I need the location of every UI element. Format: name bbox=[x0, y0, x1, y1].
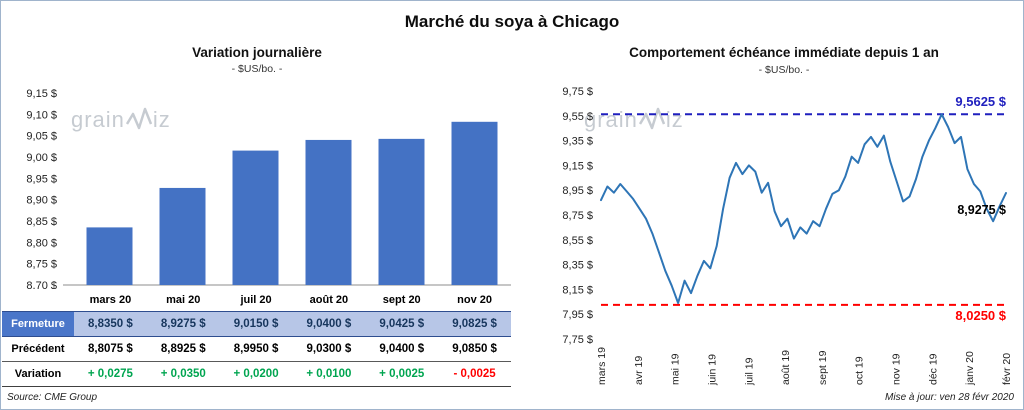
precedent-cell: 8,8075 $ bbox=[88, 342, 133, 355]
variation-cell: + 0,0100 bbox=[306, 367, 352, 380]
line-x-tick-label: août 19 bbox=[780, 350, 792, 385]
grainwiz-watermark: grain iz bbox=[71, 107, 171, 133]
update-note: Mise à jour: ven 28 févr 2020 bbox=[885, 392, 1014, 403]
bar-nov-20 bbox=[451, 121, 498, 285]
bar-y-tick-label: 9,00 $ bbox=[26, 152, 57, 164]
watermark-text-pre: grain bbox=[584, 107, 638, 132]
line-y-tick-label: 9,75 $ bbox=[562, 86, 593, 98]
source-note: Source: CME Group bbox=[7, 392, 98, 403]
variation-cell: + 0,0275 bbox=[87, 367, 133, 380]
left-chart-title: Variation journalière bbox=[192, 45, 322, 60]
column-header-mars20: mars 20 bbox=[89, 293, 132, 306]
page-title: Marché du soya à Chicago bbox=[404, 12, 620, 31]
line-y-tick-label: 9,35 $ bbox=[562, 136, 593, 148]
precedent-cell: 9,0300 $ bbox=[306, 342, 352, 355]
line-y-tick-label: 8,15 $ bbox=[562, 284, 593, 296]
precedent-cell: 9,0400 $ bbox=[379, 342, 425, 355]
line-x-tick-label: sept 19 bbox=[817, 350, 829, 385]
right-chart-title: Comportement échéance immédiate depuis 1… bbox=[629, 45, 939, 60]
bar-y-tick-label: 8,75 $ bbox=[26, 259, 57, 271]
bar-mars-20 bbox=[86, 227, 133, 285]
bar-mai-20 bbox=[159, 187, 206, 285]
grainwiz-pulse-icon bbox=[125, 107, 152, 130]
fermeture-cell: 8,8350 $ bbox=[88, 317, 133, 330]
line-x-tick-label: mars 19 bbox=[596, 347, 608, 385]
column-header-aout20: août 20 bbox=[309, 293, 349, 306]
line-y-tick-label: 7,95 $ bbox=[562, 309, 593, 321]
grainwiz-pulse-icon bbox=[638, 107, 665, 130]
line-x-tick-label: oct 19 bbox=[854, 356, 866, 385]
line-x-tick-label: avr 19 bbox=[633, 356, 645, 385]
month-header-row: mars 20 mai 20 juil 20 août 20 sept 20 n… bbox=[2, 289, 511, 311]
variation-cell: + 0,0350 bbox=[160, 367, 206, 380]
bar-chart-svg: 9,15 $ 9,10 $ 9,05 $ 9,00 $ 8,95 $ 8,90 $ 8,85… bbox=[26, 88, 511, 292]
reference-low-label: 8,0250 $ bbox=[955, 308, 1006, 323]
line-x-tick-label: janv 20 bbox=[964, 351, 976, 386]
reference-high-label: 9,5625 $ bbox=[955, 94, 1006, 109]
variation-cell: + 0,0200 bbox=[233, 367, 279, 380]
line-y-tick-label: 8,95 $ bbox=[562, 185, 593, 197]
line-x-tick-label: nov 19 bbox=[891, 353, 903, 385]
line-x-tick-label: juil 19 bbox=[743, 357, 755, 386]
price-table: mars 20 mai 20 juil 20 août 20 sept 20 n… bbox=[2, 289, 511, 387]
table-row-precedent: Précédent 8,8075 $ 8,8925 $ 8,9950 $ 9,0… bbox=[2, 336, 511, 361]
line-chart-svg: 9,75 $ 9,55 $ 9,35 $ 9,15 $ 8,95 $ 8,75 $ 8,55… bbox=[562, 86, 1013, 386]
line-y-tick-label: 7,75 $ bbox=[562, 334, 593, 346]
row-label-fermeture: Fermeture bbox=[2, 311, 74, 336]
fermeture-cell: 8,9275 $ bbox=[160, 317, 206, 330]
bar-août-20 bbox=[305, 139, 352, 285]
bar-y-tick-label: 9,15 $ bbox=[26, 88, 57, 100]
line-y-tick-label: 8,55 $ bbox=[562, 235, 593, 247]
variation-cell: + 0,0025 bbox=[379, 367, 425, 380]
variation-cell: - 0,0025 bbox=[453, 367, 496, 380]
bar-y-tick-label: 9,05 $ bbox=[26, 131, 57, 143]
fermeture-cell: 9,0425 $ bbox=[379, 317, 425, 330]
line-x-tick-label: févr 20 bbox=[1001, 353, 1013, 385]
column-header-mai20: mai 20 bbox=[166, 293, 201, 306]
table-row-fermeture: Fermeture 8,8350 $ 8,9275 $ 9,0150 $ 9,0… bbox=[2, 311, 511, 336]
bar-y-tick-label: 8,70 $ bbox=[26, 280, 57, 289]
bar-juil-20 bbox=[232, 150, 279, 285]
line-x-tick-label: mai 19 bbox=[670, 353, 682, 385]
precedent-cell: 8,9950 $ bbox=[233, 342, 279, 355]
left-chart-subtitle: - $US/bo. - bbox=[231, 63, 283, 75]
watermark-text-post: iz bbox=[152, 107, 171, 132]
row-label-variation: Variation bbox=[14, 367, 62, 380]
grainwiz-watermark: grain iz bbox=[584, 107, 684, 133]
line-x-tick-label: déc 19 bbox=[927, 353, 939, 385]
corner-cell bbox=[2, 289, 74, 311]
last-price-label: 8,9275 $ bbox=[957, 203, 1006, 217]
line-x-tick-label: juin 19 bbox=[706, 354, 718, 386]
line-chart: 9,75 $ 9,55 $ 9,35 $ 9,15 $ 8,95 $ 8,75 $ 8,55… bbox=[521, 79, 1021, 391]
watermark-text-pre: grain bbox=[71, 107, 125, 132]
bar-y-tick-label: 9,10 $ bbox=[26, 109, 57, 121]
column-header-sept20: sept 20 bbox=[382, 293, 421, 306]
line-y-tick-label: 9,55 $ bbox=[562, 111, 593, 123]
column-header-juil20: juil 20 bbox=[240, 293, 272, 306]
row-label-precedent: Précédent bbox=[11, 342, 65, 355]
precedent-cell: 8,8925 $ bbox=[160, 342, 206, 355]
line-y-tick-label: 8,75 $ bbox=[562, 210, 593, 222]
line-y-tick-label: 8,35 $ bbox=[562, 260, 593, 272]
precedent-cell: 9,0850 $ bbox=[452, 342, 497, 355]
fermeture-cell: 9,0400 $ bbox=[306, 317, 352, 330]
price-line bbox=[600, 113, 1007, 304]
bar-chart: 9,15 $ 9,10 $ 9,05 $ 9,00 $ 8,95 $ 8,90 $ 8,85… bbox=[1, 81, 513, 292]
bar-y-tick-label: 8,90 $ bbox=[26, 195, 57, 207]
bar-y-tick-label: 8,85 $ bbox=[26, 216, 57, 228]
fermeture-cell: 9,0825 $ bbox=[452, 317, 497, 330]
column-header-nov20: nov 20 bbox=[457, 293, 492, 306]
bar-sept-20 bbox=[378, 138, 425, 285]
line-y-tick-label: 9,15 $ bbox=[562, 160, 593, 172]
right-chart-subtitle: - $US/bo. - bbox=[758, 64, 810, 76]
table-row-variation: Variation + 0,0275 + 0,0350 + 0,0200 + 0… bbox=[2, 361, 511, 386]
bar-y-tick-label: 8,80 $ bbox=[26, 237, 57, 249]
fermeture-cell: 9,0150 $ bbox=[233, 317, 279, 330]
bar-y-tick-label: 8,95 $ bbox=[26, 173, 57, 185]
